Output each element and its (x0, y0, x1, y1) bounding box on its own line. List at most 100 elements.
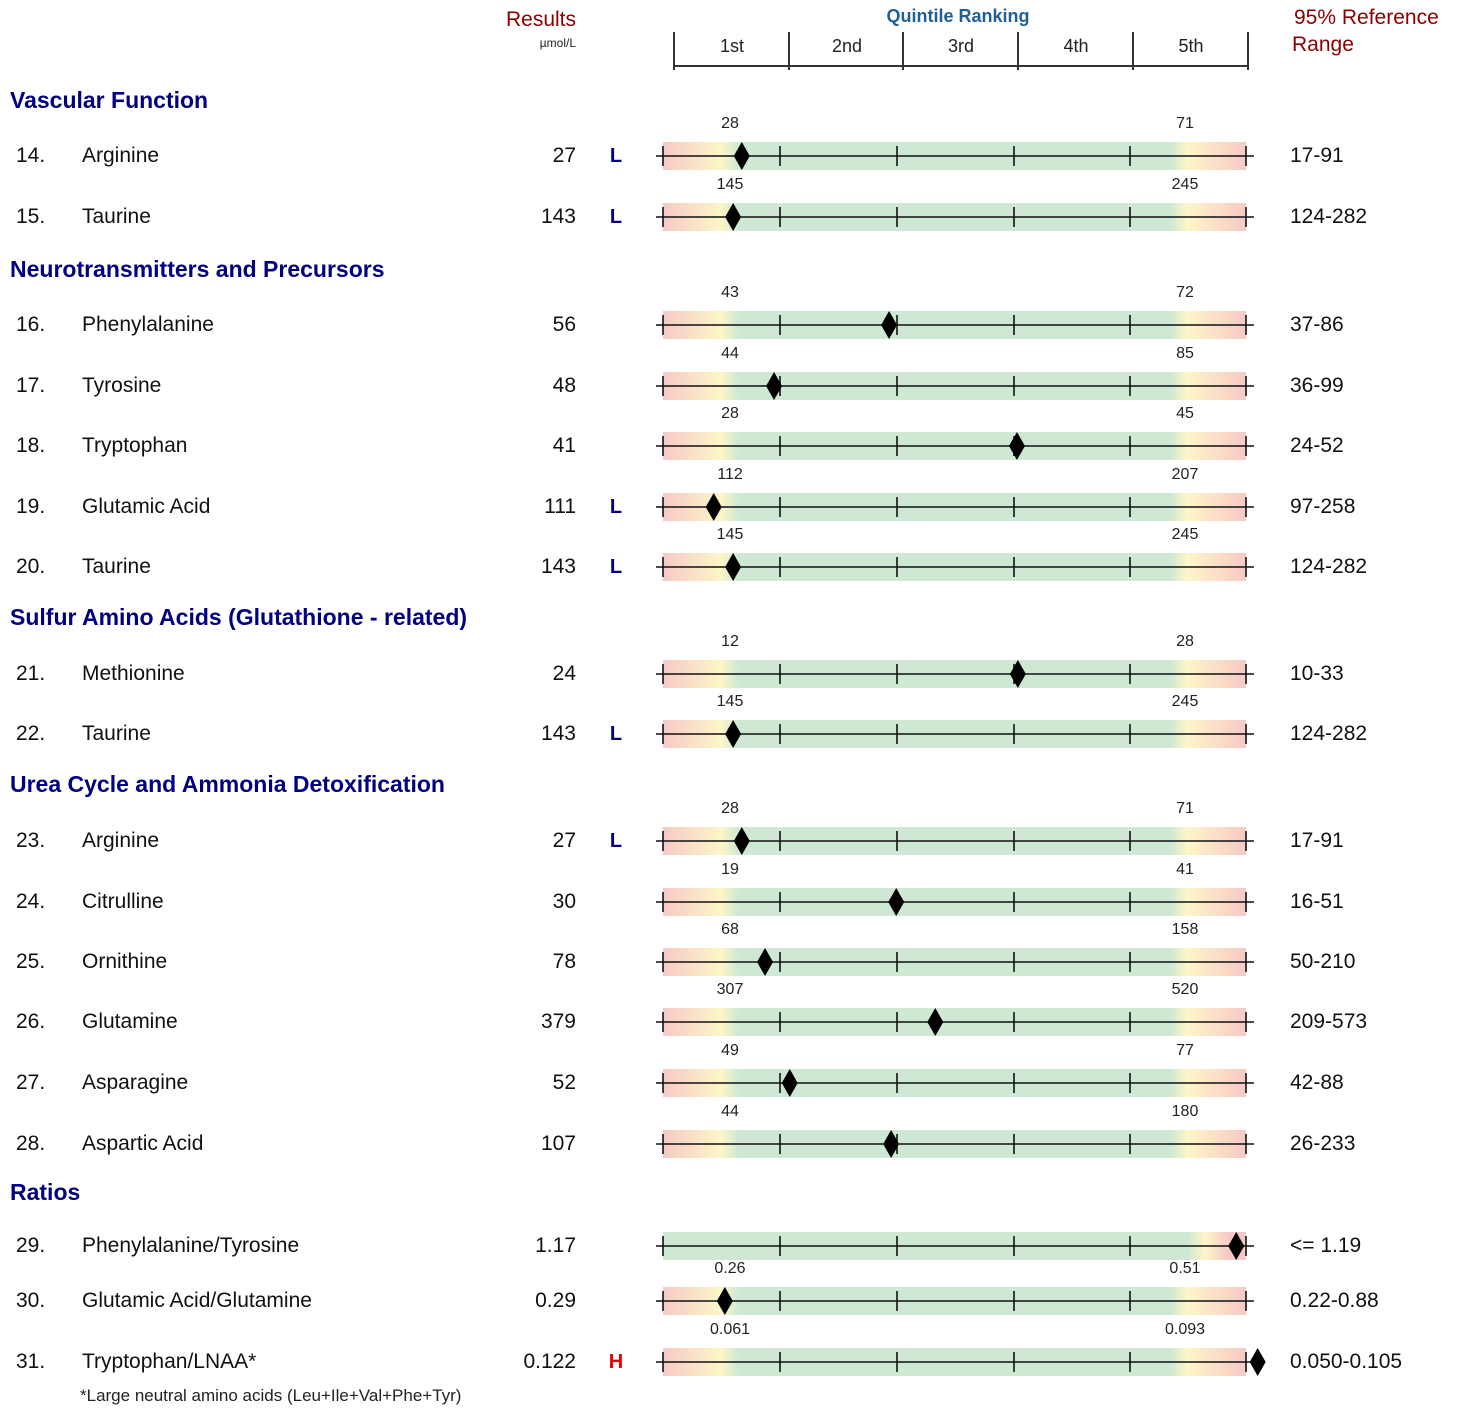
reference-range: 97-258 (1290, 495, 1356, 518)
result-marker-diamond (888, 888, 905, 916)
high-threshold-label: 207 (1171, 466, 1199, 483)
high-threshold-label: 71 (1176, 115, 1194, 132)
analyte-name: Ornithine (82, 950, 168, 973)
low-threshold-label: 68 (721, 921, 739, 938)
result-value: 0.122 (523, 1350, 576, 1373)
section-title: Sulfur Amino Acids (Glutathione - relate… (10, 604, 468, 630)
high-threshold-label: 0.093 (1164, 1321, 1206, 1338)
analyte-name: Phenylalanine (82, 313, 214, 336)
reference-range: 36-99 (1290, 374, 1344, 397)
result-marker-diamond (1228, 1232, 1245, 1260)
row-number: 23. (16, 829, 46, 852)
result-marker-diamond (725, 553, 742, 581)
reference-range: 0.22-0.88 (1290, 1289, 1379, 1312)
low-threshold-label: 28 (721, 405, 739, 422)
result-value: 143 (540, 205, 576, 228)
analyte-name: Phenylalanine/Tyrosine (82, 1234, 300, 1257)
result-value: 107 (540, 1132, 576, 1155)
analyte-name: Arginine (82, 829, 160, 852)
analyte-name: Citrulline (82, 890, 164, 913)
reference-range: 10-33 (1290, 662, 1344, 685)
quintile-bar (656, 1130, 1254, 1158)
quintile-label-2: 2nd (831, 36, 863, 56)
quintile-ranking-title: Quintile Ranking (886, 6, 1030, 26)
flag-badge: L (609, 723, 623, 745)
quintile-scale (673, 32, 1249, 70)
row-number: 31. (16, 1350, 46, 1373)
analyte-name: Arginine (82, 144, 160, 167)
analyte-name: Tyrosine (82, 374, 162, 397)
quintile-bar (656, 1287, 1254, 1315)
high-threshold-label: 180 (1171, 1103, 1199, 1120)
result-marker-diamond (716, 1287, 733, 1315)
row-number: 24. (16, 890, 46, 913)
reference-range: 24-52 (1290, 434, 1344, 457)
flag-badge: H (608, 1351, 624, 1373)
quintile-bar (656, 432, 1254, 460)
flag-badge: L (609, 496, 623, 518)
result-value: 1.17 (535, 1234, 576, 1257)
quintile-bar (656, 553, 1254, 581)
result-value: 111 (544, 495, 576, 518)
analyte-name: Aspartic Acid (82, 1132, 204, 1155)
section-title: Neurotransmitters and Precursors (10, 256, 385, 282)
high-threshold-label: 158 (1171, 921, 1199, 938)
low-threshold-label: 112 (717, 466, 743, 483)
row-number: 25. (16, 950, 46, 973)
low-threshold-label: 145 (716, 526, 744, 543)
low-threshold-label: 12 (721, 633, 739, 650)
quintile-bar (656, 311, 1254, 339)
row-number: 21. (16, 662, 46, 685)
analyte-name: Glutamine (82, 1010, 178, 1033)
analyte-name: Methionine (82, 662, 185, 685)
quintile-label-1: 1st (719, 36, 744, 56)
high-threshold-label: 77 (1176, 1042, 1194, 1059)
analyte-name: Taurine (82, 205, 151, 228)
reference-range: 124-282 (1290, 555, 1368, 578)
result-value: 27 (552, 144, 576, 167)
reference-range: 42-88 (1290, 1071, 1344, 1094)
low-threshold-label: 19 (721, 861, 739, 878)
reference-range: 17-91 (1290, 829, 1344, 852)
low-threshold-label: 0.26 (714, 1260, 746, 1277)
high-threshold-label: 245 (1171, 526, 1199, 543)
row-number: 27. (16, 1071, 46, 1094)
result-marker-diamond (883, 1130, 900, 1158)
high-threshold-label: 45 (1176, 405, 1194, 422)
reference-range: <= 1.19 (1290, 1234, 1362, 1257)
reference-range: 209-573 (1290, 1010, 1368, 1033)
result-marker-diamond (766, 372, 783, 400)
quintile-bar (656, 1069, 1254, 1097)
result-value: 52 (552, 1071, 576, 1094)
row-number: 15. (16, 205, 46, 228)
result-marker-diamond (927, 1008, 944, 1036)
result-marker-diamond (733, 827, 750, 855)
row-number: 28. (16, 1132, 46, 1155)
result-marker-diamond (733, 142, 750, 170)
high-threshold-label: 520 (1171, 981, 1199, 998)
low-threshold-label: 0.061 (709, 1321, 751, 1338)
reference-range-header-line2: Range (1292, 33, 1354, 56)
quintile-bar (656, 1348, 1266, 1376)
low-threshold-label: 49 (721, 1042, 739, 1059)
result-value: 41 (552, 434, 576, 457)
analyte-name: Tryptophan (82, 434, 188, 457)
row-number: 14. (16, 144, 46, 167)
result-marker-diamond (705, 493, 722, 521)
reference-range: 0.050-0.105 (1290, 1350, 1403, 1373)
results-header: Results (505, 8, 576, 31)
quintile-bar (656, 372, 1254, 400)
result-value: 30 (552, 890, 576, 913)
row-number: 30. (16, 1289, 46, 1312)
result-marker-diamond (725, 203, 742, 231)
high-threshold-label: 71 (1176, 800, 1194, 817)
analyte-name: Tryptophan/LNAA* (82, 1350, 257, 1373)
footnote: *Large neutral amino acids (Leu+Ile+Val+… (80, 1386, 462, 1405)
reference-range: 50-210 (1290, 950, 1356, 973)
high-threshold-label: 245 (1171, 693, 1199, 710)
low-threshold-label: 145 (716, 176, 744, 193)
flag-badge: L (609, 206, 623, 228)
row-number: 26. (16, 1010, 46, 1033)
row-number: 29. (16, 1234, 46, 1257)
low-threshold-label: 44 (721, 1103, 739, 1120)
